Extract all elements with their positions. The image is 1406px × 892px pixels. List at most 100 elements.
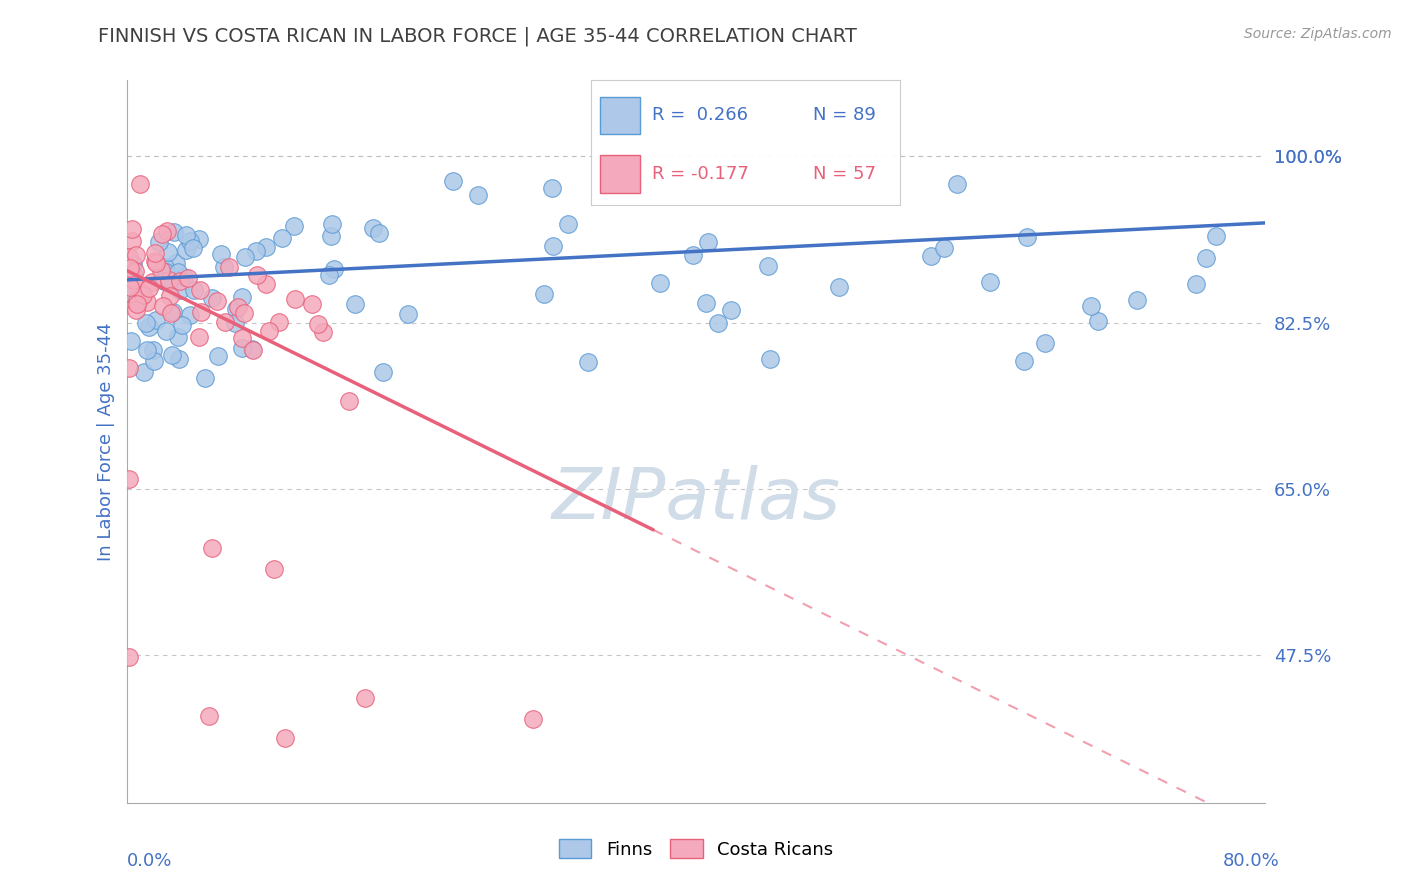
Point (231, 342, 253, 356)
Point (187, 330, 209, 344)
Point (118, 361, 141, 376)
Point (120, 334, 142, 348)
Point (246, 268, 269, 282)
Point (1126, 293, 1149, 307)
Point (301, 297, 323, 311)
Point (522, 712, 544, 726)
Point (124, 264, 146, 278)
Point (118, 250, 141, 264)
Point (226, 300, 249, 314)
Point (183, 283, 205, 297)
Point (160, 273, 183, 287)
Point (179, 234, 201, 248)
Point (321, 229, 343, 244)
Point (312, 325, 335, 339)
Point (121, 222, 143, 236)
Point (163, 225, 186, 239)
Legend: Finns, Costa Ricans: Finns, Costa Ricans (551, 832, 841, 866)
Point (190, 304, 212, 318)
Point (557, 217, 579, 231)
Point (188, 232, 211, 246)
Point (167, 330, 190, 344)
Point (214, 315, 236, 329)
Point (125, 293, 148, 307)
Point (758, 260, 780, 274)
Point (167, 265, 190, 279)
Point (1087, 314, 1109, 328)
Point (152, 274, 174, 288)
Point (322, 262, 344, 277)
Point (233, 250, 256, 264)
Point (118, 261, 141, 276)
Point (135, 295, 157, 310)
Point (174, 227, 197, 242)
Point (201, 291, 224, 305)
Point (354, 691, 377, 706)
Point (181, 241, 204, 255)
Point (125, 248, 148, 262)
Point (267, 315, 290, 329)
Y-axis label: In Labor Force | Age 35-44: In Labor Force | Age 35-44 (97, 322, 115, 561)
Point (122, 273, 145, 287)
Point (209, 246, 232, 260)
Point (138, 281, 160, 295)
Point (828, 280, 851, 294)
Point (143, 254, 166, 268)
Point (169, 274, 191, 288)
Point (920, 249, 942, 263)
Point (177, 270, 200, 285)
Point (467, 188, 489, 202)
Point (129, 177, 152, 191)
Point (173, 270, 195, 285)
Point (225, 302, 247, 317)
Text: 80.0%: 80.0% (1223, 852, 1279, 870)
Point (245, 244, 267, 258)
Point (145, 246, 167, 260)
Point (159, 288, 181, 302)
Point (155, 324, 177, 338)
Point (576, 355, 599, 369)
Point (169, 283, 191, 297)
Point (1184, 277, 1206, 291)
Point (254, 277, 277, 291)
Point (1205, 228, 1227, 243)
Point (122, 272, 145, 286)
Point (271, 231, 294, 245)
Point (254, 240, 277, 254)
Point (1080, 299, 1102, 313)
Point (1015, 230, 1038, 244)
Point (361, 221, 384, 235)
Point (932, 240, 955, 254)
Text: 0.0%: 0.0% (127, 852, 172, 870)
Point (1012, 354, 1035, 368)
Point (321, 217, 343, 231)
Point (212, 260, 235, 275)
Point (118, 650, 141, 665)
Point (148, 235, 170, 249)
Point (648, 276, 671, 290)
Point (138, 320, 160, 334)
Point (682, 248, 704, 262)
Point (162, 304, 184, 318)
Text: N = 57: N = 57 (813, 165, 876, 183)
Point (143, 354, 166, 368)
Point (232, 306, 254, 320)
Point (274, 731, 297, 745)
Point (157, 273, 180, 287)
Point (162, 348, 184, 362)
Point (118, 279, 141, 293)
Point (156, 224, 179, 238)
Point (142, 343, 165, 358)
Point (122, 257, 145, 271)
Text: Source: ZipAtlas.com: Source: ZipAtlas.com (1244, 27, 1392, 41)
Point (165, 256, 187, 270)
Point (128, 293, 150, 308)
Point (188, 283, 211, 297)
Text: FINNISH VS COSTA RICAN IN LABOR FORCE | AGE 35-44 CORRELATION CHART: FINNISH VS COSTA RICAN IN LABOR FORCE | … (98, 27, 858, 46)
Point (135, 316, 157, 330)
Point (344, 297, 367, 311)
Point (541, 239, 564, 253)
Point (396, 307, 419, 321)
Point (441, 174, 464, 188)
Point (141, 275, 163, 289)
